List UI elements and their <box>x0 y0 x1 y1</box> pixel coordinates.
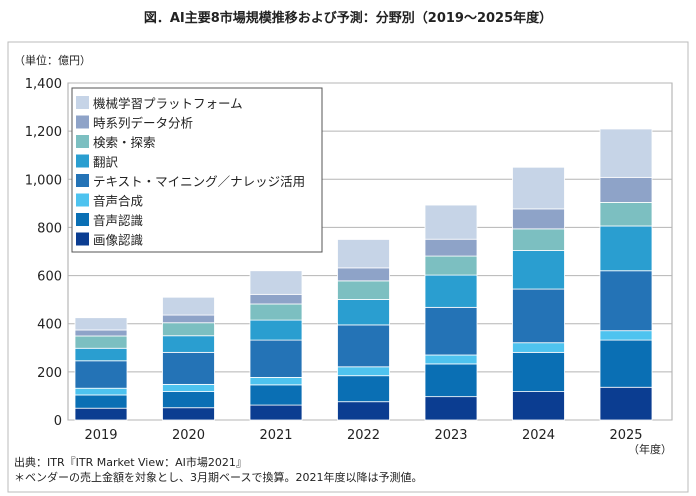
bar-segment <box>424 255 478 276</box>
bar-segment <box>337 401 390 421</box>
bar-segment <box>424 238 478 257</box>
x-tick-label: 2023 <box>434 428 467 443</box>
bar-segment <box>162 351 215 385</box>
legend-label: 音声認識 <box>93 213 143 228</box>
bar-segment <box>337 267 390 282</box>
bar-segment <box>599 270 653 332</box>
bar-segment <box>249 404 303 421</box>
bar-segment <box>512 351 565 392</box>
y-tick-label: 1,200 <box>25 125 62 140</box>
bar-segment <box>162 314 215 324</box>
legend-box <box>71 87 323 253</box>
y-tick-label: 0 <box>54 414 62 429</box>
bar-segment <box>74 329 128 337</box>
bar-segment <box>512 228 565 251</box>
bar-segment <box>424 274 478 308</box>
x-tick-label: 2019 <box>84 428 117 443</box>
legend-swatch <box>76 96 89 109</box>
legend-label: テキスト・マイニング／ナレッジ活用 <box>93 174 305 189</box>
bar-segment <box>599 225 653 272</box>
bar-segment <box>249 384 303 406</box>
bar-segment <box>162 407 215 421</box>
bar-segment <box>337 375 390 403</box>
y-tick-label: 1,400 <box>25 77 62 92</box>
legend-label: 画像認識 <box>93 233 143 248</box>
bar-segment <box>599 339 653 388</box>
bar-segment <box>337 239 390 269</box>
bar-segment <box>599 386 653 421</box>
footnote: ＊ベンダーの売上金額を対象とし、3月期ベースで換算。2021年度以降は予測値。 <box>14 470 422 484</box>
bar-segment <box>249 319 303 341</box>
bar-segment <box>512 288 565 344</box>
legend-swatch <box>76 232 89 246</box>
bar-segment <box>74 317 128 331</box>
bar-segment <box>424 204 478 240</box>
x-tick-label: 2020 <box>172 428 205 443</box>
legend-swatch <box>76 174 89 187</box>
legend-swatch <box>76 213 89 226</box>
bar-segment <box>599 128 653 178</box>
legend-swatch <box>76 115 89 129</box>
bar-segment <box>512 208 565 230</box>
bar-segment <box>74 347 128 362</box>
bar-segment <box>599 201 653 227</box>
source-note: 出典：ITR『ITR Market View：AI市場2021』 <box>14 455 247 469</box>
legend-swatch <box>76 193 89 207</box>
y-tick-label: 1,000 <box>25 173 62 188</box>
legend-label: 検索・探索 <box>93 135 156 150</box>
bar-segment <box>424 363 478 398</box>
x-tick-label: 2022 <box>347 428 380 443</box>
x-tick-label: 2021 <box>259 428 292 443</box>
chart-title: 図．AI主要8市場規模推移および予測：分野別（2019～2025年度） <box>144 10 552 26</box>
bar-segment <box>249 303 303 321</box>
bar-segment <box>162 322 215 337</box>
bar-segment <box>249 270 303 295</box>
x-tick-label: 2025 <box>609 428 642 443</box>
bar-segment <box>337 299 390 326</box>
bar-segment <box>74 407 128 421</box>
bar-segment <box>74 394 128 409</box>
bar-segment <box>424 354 478 365</box>
bar-segment <box>162 391 215 409</box>
y-tick-label: 200 <box>37 366 62 381</box>
bar-segment <box>162 335 215 353</box>
chart-frame <box>7 41 689 493</box>
bar-segment <box>74 335 128 349</box>
legend-label: 時系列データ分析 <box>93 116 193 131</box>
legend-label: 音声合成 <box>93 194 143 209</box>
bar-segment <box>337 280 390 300</box>
legend-swatch <box>76 154 89 168</box>
y-tick-label: 600 <box>37 270 62 285</box>
bar-segment <box>74 387 128 396</box>
bar-segment <box>424 306 478 356</box>
legend-label: 機械学習プラットフォーム <box>93 96 243 111</box>
bar-segment <box>249 293 303 305</box>
x-tick-label: 2024 <box>522 428 555 443</box>
y-tick-label: 800 <box>37 221 62 236</box>
bar-segment <box>337 324 390 368</box>
bar-segment <box>512 166 565 210</box>
x-axis-label: （年度） <box>628 442 672 456</box>
bar-segment <box>424 396 478 421</box>
unit-label: （単位：億円） <box>14 53 91 67</box>
bar-segment <box>337 366 390 377</box>
bar-segment <box>512 250 565 290</box>
bar-segment <box>599 176 653 203</box>
bar-segment <box>249 339 303 378</box>
y-tick-label: 400 <box>37 318 62 333</box>
bar-segment <box>599 330 653 341</box>
bar-segment <box>162 383 215 392</box>
bar-segment <box>162 296 215 316</box>
bar-segment <box>512 391 565 421</box>
legend-swatch <box>76 135 89 148</box>
legend-label: 翻訳 <box>93 155 119 170</box>
bar-segment <box>74 360 128 389</box>
bar-segment <box>512 342 565 353</box>
bar-segment <box>249 376 303 386</box>
